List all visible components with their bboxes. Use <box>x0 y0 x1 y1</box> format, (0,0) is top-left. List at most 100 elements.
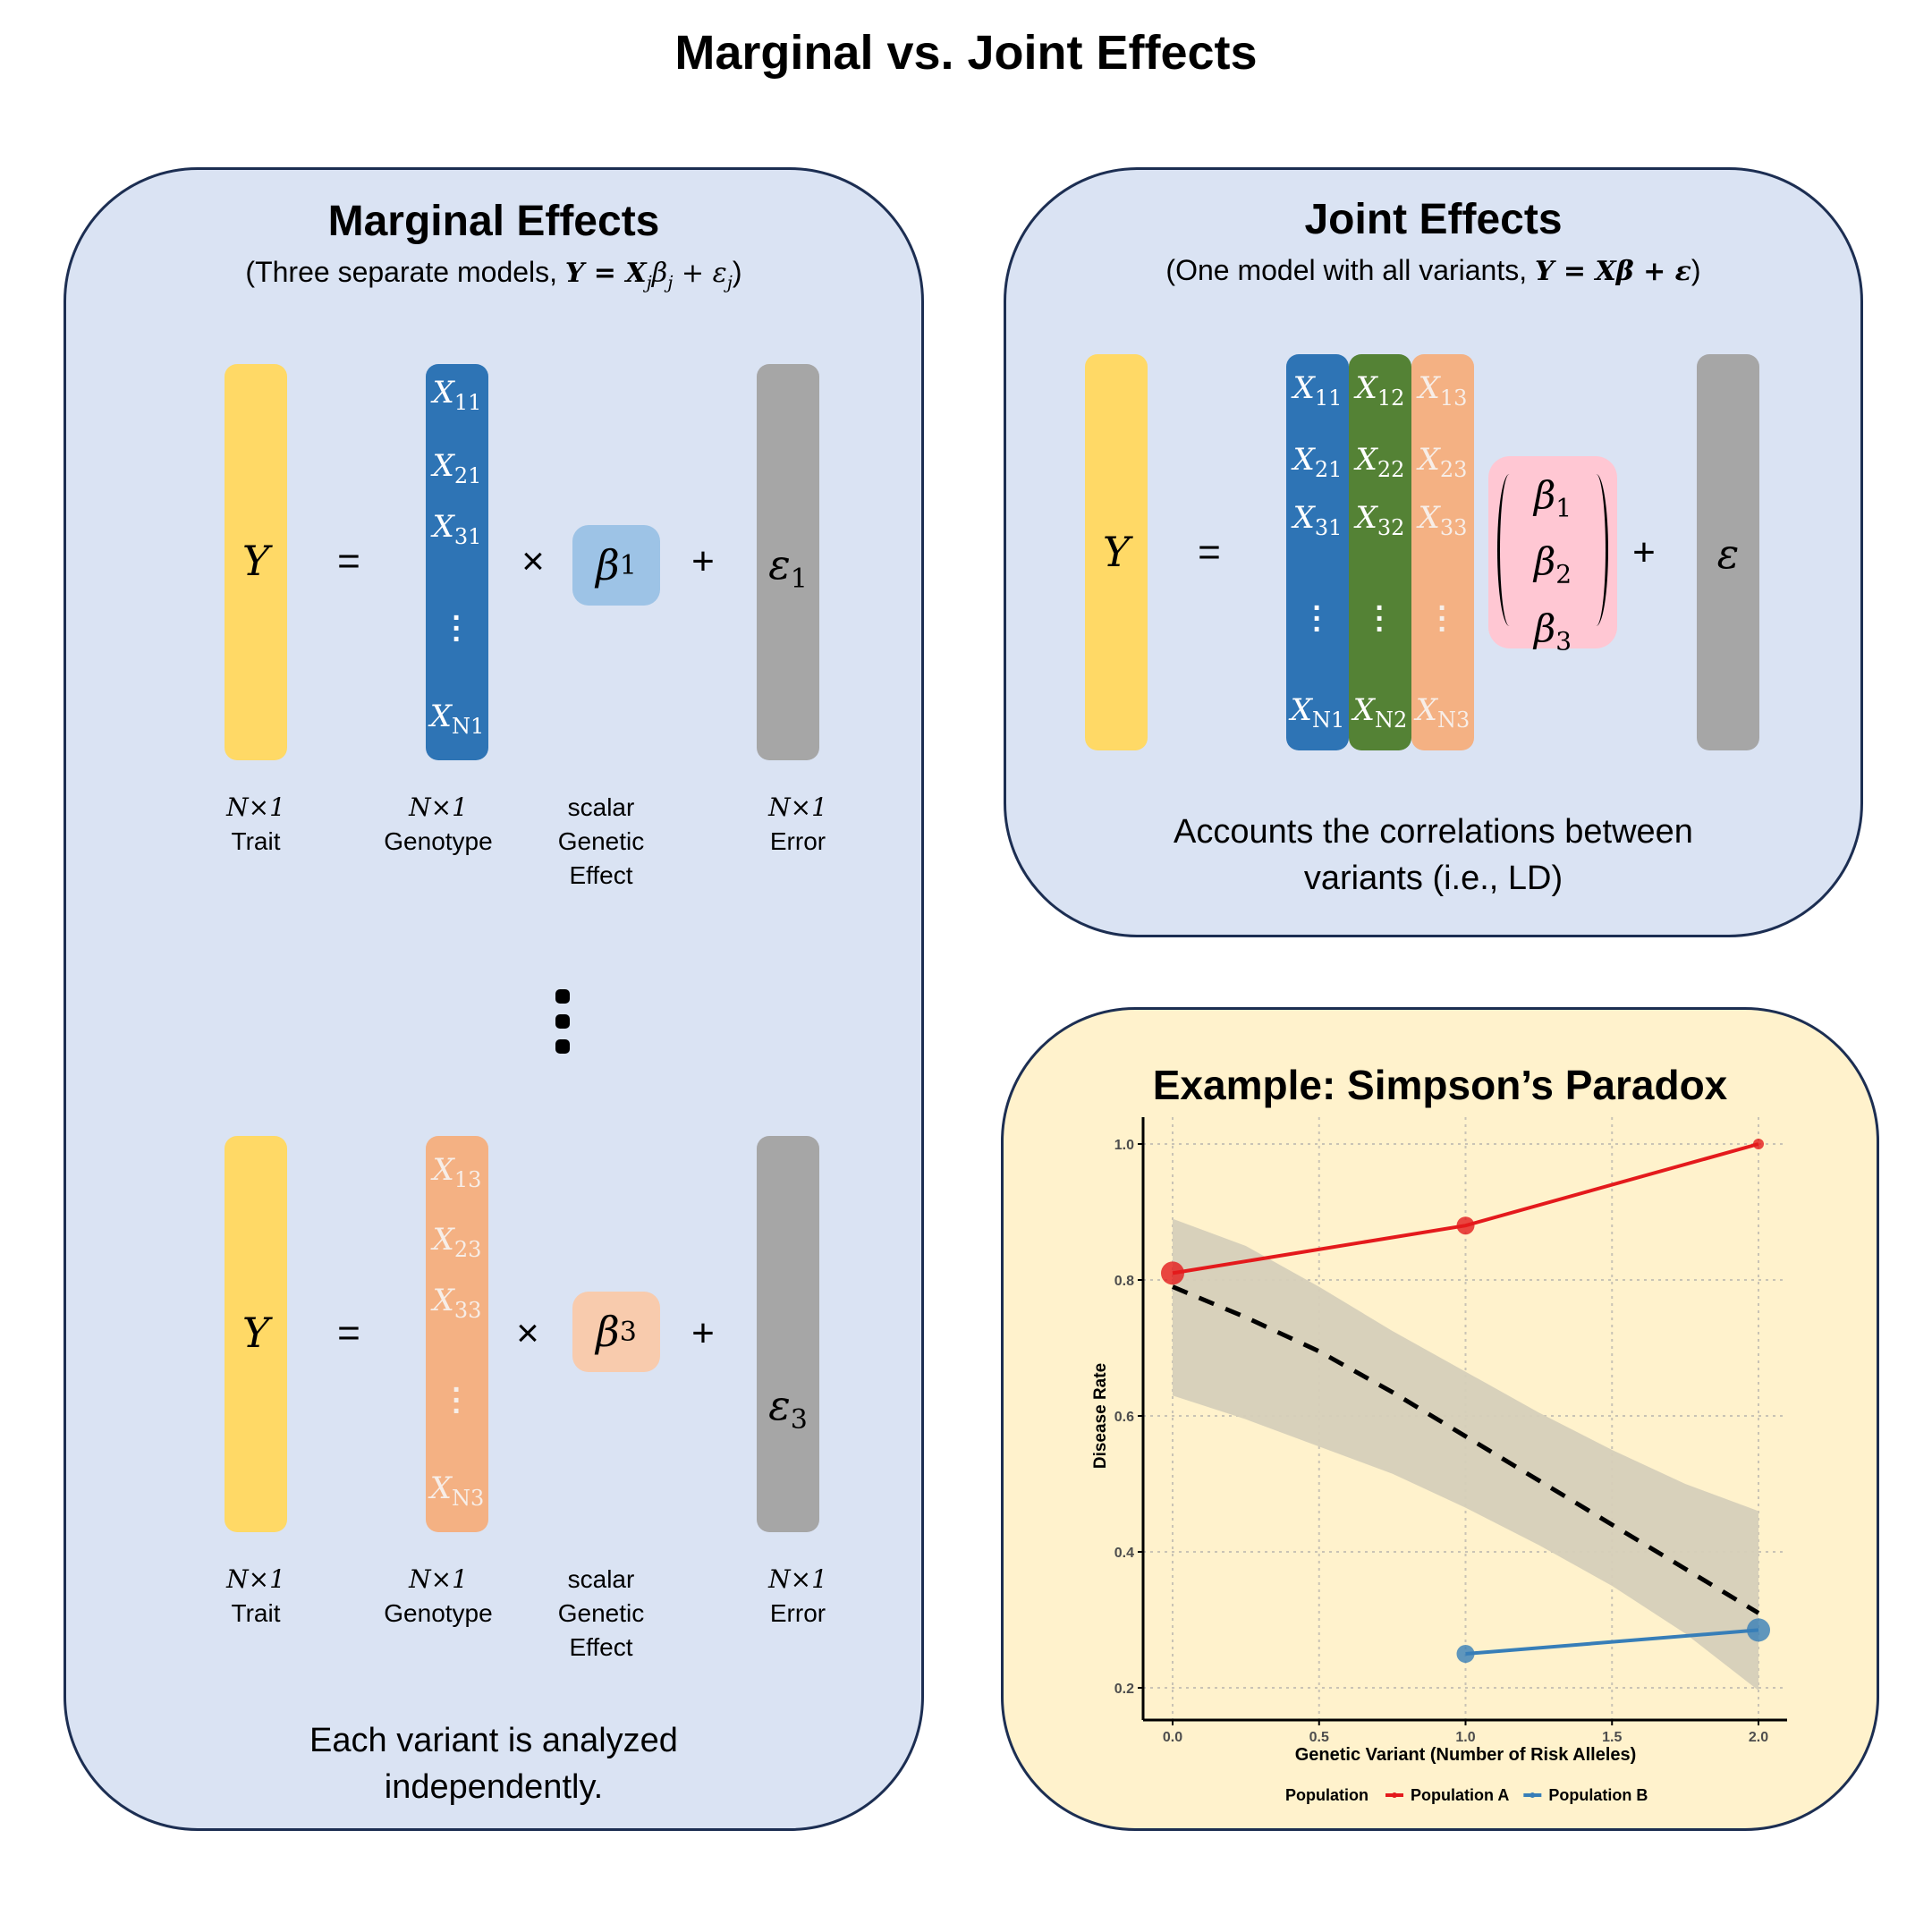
legend-key-dot <box>1392 1792 1397 1798</box>
genotype-cell: XN1 <box>429 699 485 739</box>
legend-key-dot <box>1530 1792 1536 1798</box>
genotype-label: N×1 Genotype <box>384 1564 493 1627</box>
y-tick-label: 0.8 <box>1114 1274 1134 1289</box>
joint-title: Joint Effects <box>1304 196 1563 243</box>
x-tick-label: 0.0 <box>1163 1730 1182 1745</box>
chart-legend: Population Population A Population B <box>1285 1786 1648 1804</box>
genotype-cell: X33 <box>1418 500 1468 540</box>
beta-3: β3 <box>1533 606 1572 657</box>
marginal-subtitle-eq-end: + ε <box>673 258 727 289</box>
data-point <box>1456 1216 1475 1235</box>
error-label: N×1 Error <box>768 1564 827 1627</box>
vertical-ellipsis-icon: · · · <box>452 601 462 657</box>
data-point <box>1753 1139 1764 1149</box>
error-epsilon-label: ε3 <box>768 1381 808 1436</box>
genotype-cell: X11 <box>432 375 482 415</box>
data-point <box>1456 1645 1475 1663</box>
trait-column <box>225 1136 287 1532</box>
vertical-ellipsis-icon: · · · <box>1312 591 1323 647</box>
confidence-band <box>1173 1218 1758 1691</box>
joint-genotype-column-2: X12 X22 X32 · · · XN2 <box>1349 354 1411 750</box>
genotype-cell: X13 <box>432 1152 482 1192</box>
plus-sign: + <box>691 539 715 583</box>
plus-sign: + <box>1632 530 1656 574</box>
joint-subtitle-text: (One model with all variants, <box>1165 254 1536 286</box>
x-tick-label: 1.0 <box>1455 1730 1475 1745</box>
genotype-cell: X21 <box>1292 442 1343 482</box>
genotype-cell: X13 <box>1418 370 1468 411</box>
marginal-title: Marginal Effects <box>327 198 660 245</box>
genetic-effect-label: scalar Genetic Effect <box>557 793 645 889</box>
data-point <box>1747 1618 1770 1642</box>
genotype-column-1: X11 X21 X31 · · · XN1 <box>426 364 488 760</box>
genotype-cell: X21 <box>432 448 482 488</box>
y-tick-label: 0.4 <box>1114 1546 1134 1561</box>
beta-vector-box: β1 β2 β3 <box>1488 456 1617 656</box>
genotype-cell: X31 <box>432 509 482 549</box>
x-tick-label: 1.5 <box>1602 1730 1622 1745</box>
genotype-cell: X32 <box>1355 500 1405 540</box>
marginal-subtitle-eq: Y = X <box>564 258 647 289</box>
marginal-subtitle-eq-sub: j <box>646 271 652 293</box>
genotype-cell: XN3 <box>1415 692 1470 733</box>
trait-label: N×1 Trait <box>226 1564 285 1627</box>
error-label: N×1 Error <box>768 792 827 855</box>
trait-y-label: Y <box>242 537 270 585</box>
y-tick-label: 1.0 <box>1114 1138 1134 1153</box>
marginal-subtitle-eq-mid: β <box>651 258 668 289</box>
marginal-subtitle: (Three separate models, Y = Xjβj + εj) <box>66 256 921 292</box>
genotype-cell: XN3 <box>429 1470 485 1511</box>
legend-label: Population B <box>1548 1786 1648 1804</box>
trait-column <box>1085 354 1148 750</box>
vertical-ellipsis-icon: · · · <box>1437 591 1448 647</box>
marginal-subtitle-close: ) <box>732 256 742 288</box>
error-column <box>757 1136 819 1532</box>
joint-subtitle-close: ) <box>1690 254 1701 286</box>
genotype-cell: XN1 <box>1290 692 1345 733</box>
y-tick-label: 0.6 <box>1114 1410 1134 1425</box>
genotype-column-3: X13 X23 X33 · · · XN3 <box>426 1136 488 1532</box>
genotype-cell: XN2 <box>1352 692 1408 733</box>
legend-title: Population <box>1285 1786 1368 1804</box>
marginal-note: Each variant is analyzed independently. <box>309 1722 678 1806</box>
trait-y-label: Y <box>1102 528 1131 576</box>
genotype-cell: X11 <box>1292 370 1343 411</box>
genetic-effect-label: scalar Genetic Effect <box>557 1565 645 1661</box>
plus-sign: + <box>691 1311 715 1355</box>
y-axis-title: Disease Rate <box>1091 1363 1110 1469</box>
left-paren-icon <box>1497 474 1521 626</box>
vertical-ellipsis-icon: · · · <box>452 1373 462 1428</box>
genotype-cell: X31 <box>1292 500 1343 540</box>
chart-title: Example: Simpson’s Paradox <box>1152 1062 1728 1108</box>
x-tick-label: 2.0 <box>1749 1730 1768 1745</box>
joint-subtitle-eq: Y = Xβ + ε <box>1535 256 1691 287</box>
times-sign: × <box>516 1311 539 1355</box>
data-point <box>1161 1261 1184 1285</box>
genotype-cell: X12 <box>1355 370 1405 411</box>
trait-column <box>225 364 287 760</box>
equals-sign: = <box>337 1311 360 1355</box>
x-axis-title: Genetic Variant (Number of Risk Alleles) <box>1295 1745 1637 1765</box>
times-sign: × <box>521 539 545 583</box>
joint-genotype-column-1: X11 X21 X31 · · · XN1 <box>1286 354 1349 750</box>
joint-genotype-column-3: X13 X23 X33 · · · XN3 <box>1411 354 1474 750</box>
genotype-cell: X23 <box>1418 442 1468 482</box>
beta-2: β2 <box>1533 539 1572 589</box>
pooled-trend-line <box>1172 1284 1760 1615</box>
trait-y-label: Y <box>242 1309 270 1357</box>
error-epsilon-label: ε1 <box>768 540 808 596</box>
x-tick-label: 0.5 <box>1309 1730 1329 1745</box>
genotype-cell: X22 <box>1355 442 1405 482</box>
genotype-cell: X33 <box>432 1283 482 1323</box>
marginal-subtitle-eq-mid-sub: j <box>667 271 674 293</box>
joint-note: Accounts the correlations between variant… <box>1174 813 1693 897</box>
trait-label: N×1 Trait <box>226 792 285 855</box>
simpsons-paradox-chart: 0.2 0.4 0.6 0.8 1.0 0.0 0.5 1.0 1.5 2.0 Disease R… <box>1091 1117 1787 1804</box>
right-paren-icon <box>1584 474 1608 626</box>
error-column <box>1697 354 1759 750</box>
legend-label: Population A <box>1411 1786 1509 1804</box>
series-line-population-b <box>1465 1628 1759 1656</box>
error-column <box>757 364 819 760</box>
